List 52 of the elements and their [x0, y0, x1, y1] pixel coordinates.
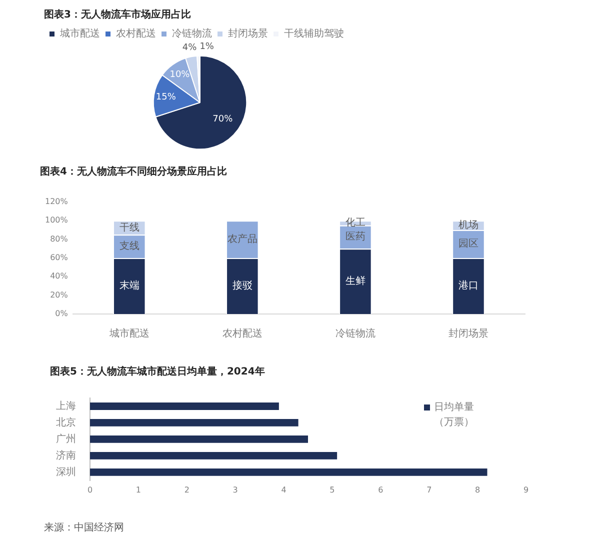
y-tick-label: 120% — [44, 197, 68, 206]
legend-label: 冷链物流 — [172, 28, 212, 40]
legend-label: 封闭场景 — [228, 28, 268, 40]
x-tick-label: 8 — [475, 485, 480, 494]
y-tick-label: 0% — [55, 309, 68, 318]
x-tick-label: 4 — [281, 485, 286, 494]
data-label: 10% — [170, 70, 190, 80]
chart-title: 图表4：无人物流车不同细分场景应用占比 — [40, 166, 227, 178]
data-label: 机场 — [458, 218, 478, 231]
x-tick-label: 冷链物流 — [335, 328, 376, 340]
legend-label: 城市配送 — [59, 28, 100, 40]
x-tick-label: 封闭场景 — [448, 328, 488, 340]
x-tick-label: 6 — [378, 485, 384, 494]
y-tick-label: 80% — [50, 234, 68, 244]
legend-label: 日均单量（万票） — [434, 401, 474, 428]
x-tick-label: 0 — [87, 485, 93, 494]
y-tick-label: 济南 — [56, 449, 76, 462]
data-label: 70% — [212, 114, 234, 124]
y-tick-label: 深圳 — [56, 466, 76, 478]
data-label: 医药 — [345, 230, 366, 243]
data-label: 园区 — [458, 238, 478, 250]
data-label: 15% — [156, 92, 176, 102]
y-tick-label: 100% — [44, 216, 68, 225]
data-label: 农产品 — [227, 232, 258, 245]
source-note: 来源：中国经济网 — [44, 522, 124, 534]
legend-label: 农村配送 — [116, 28, 156, 40]
legend-label: 干线辅助驾驶 — [284, 28, 344, 40]
y-tick-label: 广州 — [56, 432, 76, 445]
data-label: 港口 — [458, 280, 478, 292]
chart-title: 图表3：无人物流车市场应用占比 — [44, 8, 191, 21]
data-label: 支线 — [119, 240, 140, 252]
data-label: 化工 — [345, 216, 366, 229]
x-tick-label: 农村配送 — [222, 328, 262, 340]
x-tick-label: 2 — [184, 485, 190, 494]
y-tick-label: 20% — [50, 290, 68, 300]
data-label: 1% — [200, 42, 214, 52]
y-tick-label: 60% — [50, 253, 68, 262]
data-label: 4% — [182, 43, 198, 54]
x-tick-label: 5 — [330, 485, 335, 494]
data-label: 干线 — [119, 221, 140, 234]
x-tick-label: 1 — [136, 485, 141, 494]
chart-title: 图表5：无人物流车城市配送日均单量，2024年 — [50, 366, 265, 378]
data-label: 末端 — [119, 280, 140, 292]
y-tick-label: 40% — [50, 272, 68, 281]
x-tick-label: 7 — [426, 485, 432, 494]
data-label: 接驳 — [232, 280, 252, 292]
y-tick-label: 上海 — [56, 400, 76, 412]
x-tick-label: 城市配送 — [108, 328, 150, 340]
data-label: 生鲜 — [345, 274, 366, 287]
x-tick-label: 3 — [232, 485, 238, 494]
y-tick-label: 北京 — [56, 416, 76, 428]
x-tick-label: 9 — [523, 485, 529, 494]
